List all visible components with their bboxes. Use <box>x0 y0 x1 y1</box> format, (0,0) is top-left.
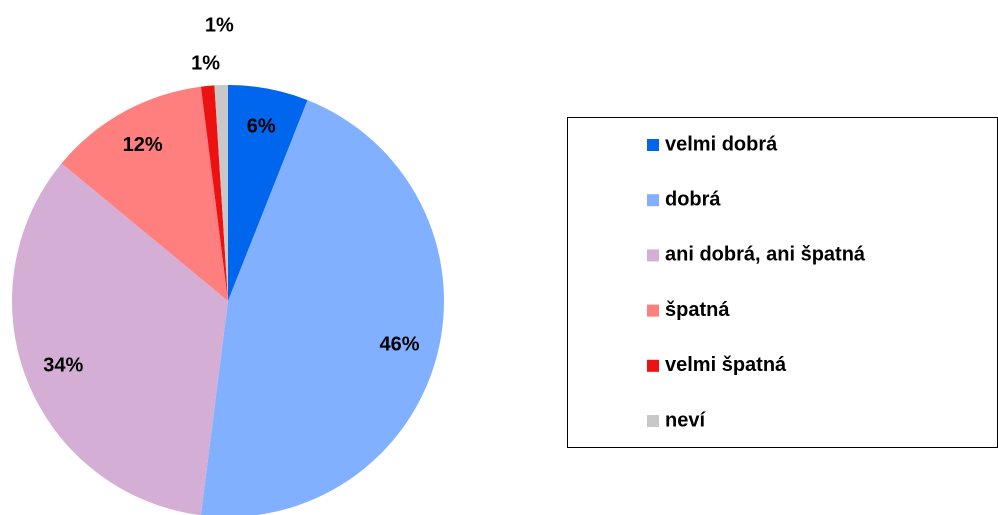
pie-slice <box>214 85 228 301</box>
legend-swatch <box>647 139 659 151</box>
legend-box <box>567 117 998 448</box>
legend-swatch <box>647 304 659 317</box>
legend-swatch <box>647 415 659 427</box>
data-label: 34% <box>43 354 83 376</box>
pie-slice <box>200 85 228 301</box>
legend-swatch <box>647 249 659 262</box>
legend-label: špatná <box>665 299 730 321</box>
legend-label: velmi špatná <box>665 354 787 376</box>
pie-slice <box>228 85 308 301</box>
data-label: 6% <box>247 115 276 137</box>
legend-label: velmi dobrá <box>665 133 778 155</box>
legend-swatch <box>647 359 659 372</box>
data-label: 1% <box>205 14 234 36</box>
data-label: 12% <box>123 134 163 156</box>
data-label: 1% <box>191 52 220 74</box>
legend-swatch <box>647 194 659 207</box>
pie-slice <box>200 100 445 515</box>
data-label: 46% <box>380 333 420 355</box>
pie-slice <box>61 86 229 302</box>
legend-label: neví <box>665 409 706 431</box>
legend-label: dobrá <box>665 188 721 210</box>
pie-slice <box>12 163 228 515</box>
legend-label: ani dobrá, ani špatná <box>665 244 866 266</box>
